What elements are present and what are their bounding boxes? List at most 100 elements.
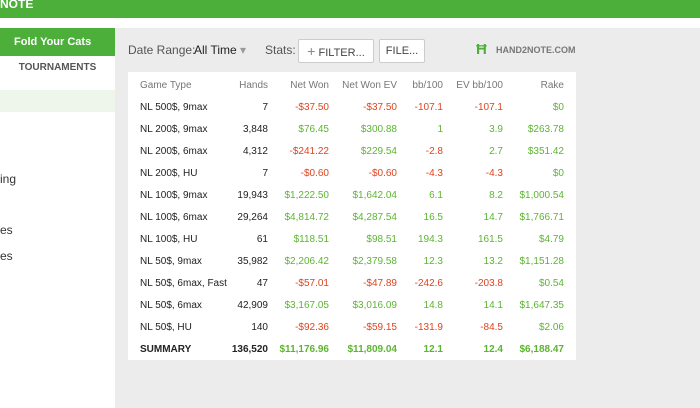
- table-cell: -131.9: [414, 322, 443, 333]
- top-bar: NOTE: [0, 0, 700, 18]
- table-cell: -242.6: [414, 278, 443, 289]
- account-button[interactable]: Fold Your Cats (PS) ▾: [0, 28, 115, 76]
- table-cell: NL 200$, 6max: [140, 146, 208, 157]
- table-cell: 12.3: [423, 256, 443, 267]
- table-cell: 47: [256, 278, 268, 289]
- table-cell: 3.9: [489, 124, 503, 135]
- stats-table: Game Type Hands Net Won Net Won EV bb/100 EV …: [128, 72, 576, 360]
- table-cell: $2.06: [538, 322, 564, 333]
- table-cell: 19,943: [237, 190, 268, 201]
- table-cell: 14.7: [483, 212, 503, 223]
- table-cell: -$92.36: [295, 322, 329, 333]
- table-cell: $263.78: [527, 124, 564, 135]
- table-cell: $0.54: [538, 278, 564, 289]
- selected-row: [0, 90, 115, 112]
- table-cell: $118.51: [293, 234, 329, 245]
- side-item[interactable]: es: [0, 223, 13, 237]
- table-cell: NL 50$, 6max, Fast: [140, 278, 227, 289]
- date-value: All Time: [194, 43, 237, 57]
- table-cell: 42,909: [237, 300, 268, 311]
- table-cell: $0: [552, 102, 564, 113]
- table-cell: -$47.89: [363, 278, 397, 289]
- table-cell: NL 100$, 6max: [140, 212, 208, 223]
- table-cell: -$59.15: [363, 322, 397, 333]
- table-cell: -107.1: [474, 102, 503, 113]
- table-cell: $2,379.58: [352, 256, 398, 267]
- filter-button[interactable]: + FILTER...: [298, 39, 374, 63]
- table-cell: NL 100$, HU: [140, 234, 198, 245]
- table-cell: $1,642.04: [352, 190, 398, 201]
- summary-cell: 12.4: [483, 344, 503, 355]
- table-cell: NL 200$, 9max: [140, 124, 208, 135]
- table-cell: 14.8: [423, 300, 443, 311]
- summary-cell: $11,176.96: [279, 344, 330, 355]
- filter-text: FILTER...: [318, 47, 365, 59]
- table-cell: $300.88: [360, 124, 397, 135]
- table-cell: $351.42: [527, 146, 564, 157]
- table-cell: -$0.60: [300, 168, 329, 179]
- summary-cell: 12.1: [423, 344, 443, 355]
- table-cell: -$241.22: [289, 146, 329, 157]
- summary-cell: $6,188.47: [519, 344, 565, 355]
- side-item[interactable]: es: [0, 249, 13, 263]
- logo-icon: Ħ: [476, 41, 487, 58]
- table-cell: 6.1: [429, 190, 443, 201]
- table-cell: -203.8: [474, 278, 503, 289]
- table-cell: -107.1: [414, 102, 443, 113]
- table-cell: 2.7: [489, 146, 503, 157]
- table-cell: NL 50$, 6max: [140, 300, 202, 311]
- date-label: Date Range:: [128, 43, 196, 57]
- table-cell: 7: [262, 168, 268, 179]
- table-cell: $3,167.05: [284, 300, 330, 311]
- table-cell: -4.3: [485, 168, 503, 179]
- summary-cell: SUMMARY: [140, 344, 192, 355]
- stats-label: Stats:: [265, 43, 296, 57]
- table-cell: 61: [256, 234, 268, 245]
- table-cell: $1,766.71: [519, 212, 565, 223]
- table-cell: 35,982: [237, 256, 268, 267]
- tab[interactable]: TOURNAMENTS: [18, 62, 97, 73]
- table-cell: 1: [437, 124, 443, 135]
- table-cell: 16.5: [423, 212, 443, 223]
- table-cell: 14.1: [483, 300, 503, 311]
- table-cell: NL 500$, 9max: [140, 102, 208, 113]
- column-header: bb/100: [412, 80, 443, 91]
- table-cell: $1,222.50: [284, 190, 330, 201]
- account-name: Fold Your Cats (PS): [14, 36, 92, 76]
- table-cell: $3,016.09: [352, 300, 398, 311]
- table-cell: $4,814.72: [284, 212, 330, 223]
- table-cell: 4,312: [242, 146, 268, 157]
- table-cell: $98.51: [366, 234, 397, 245]
- table-cell: 7: [262, 102, 268, 113]
- table-cell: -$37.50: [363, 102, 397, 113]
- table-cell: -$37.50: [295, 102, 329, 113]
- side-item[interactable]: ing: [0, 172, 17, 186]
- table-cell: -2.8: [425, 146, 443, 157]
- column-header: Net Won EV: [342, 80, 397, 91]
- table-cell: $1,000.54: [519, 190, 565, 201]
- file-button[interactable]: FILE...: [379, 39, 425, 63]
- table-cell: NL 50$, 9max: [140, 256, 202, 267]
- date-dropdown[interactable]: All Time ▾: [194, 43, 247, 57]
- table-cell: 13.2: [483, 256, 503, 267]
- table-cell: 194.3: [417, 234, 443, 245]
- table-cell: 3,848: [242, 124, 268, 135]
- table-cell: NL 50$, HU: [140, 322, 192, 333]
- table-cell: $229.54: [360, 146, 397, 157]
- table-cell: $76.45: [298, 124, 329, 135]
- table-cell: 8.2: [489, 190, 503, 201]
- app-title: NOTE: [0, 0, 34, 11]
- table-cell: $0: [552, 168, 564, 179]
- column-header: Net Won: [290, 80, 329, 91]
- table-cell: 161.5: [477, 234, 503, 245]
- table-cell: -84.5: [480, 322, 503, 333]
- table-cell: -4.3: [425, 168, 443, 179]
- table-cell: $1,647.35: [519, 300, 565, 311]
- table-cell: NL 100$, 9max: [140, 190, 208, 201]
- column-header: Game Type: [140, 80, 192, 91]
- table-cell: -$0.60: [368, 168, 397, 179]
- summary-cell: 136,520: [231, 344, 268, 355]
- summary-cell: $11,809.04: [347, 344, 398, 355]
- column-header: Hands: [239, 80, 268, 91]
